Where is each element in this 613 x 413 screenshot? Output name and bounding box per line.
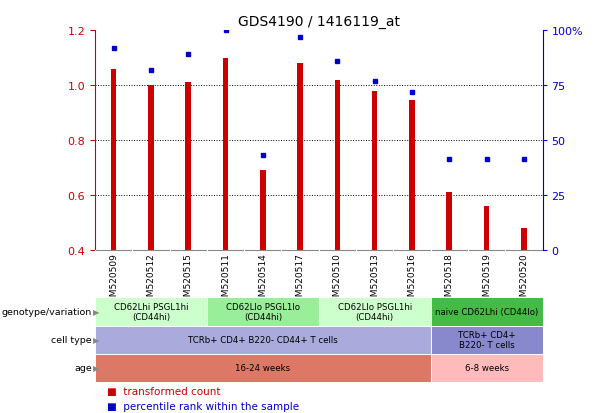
Text: ▶: ▶: [93, 335, 100, 344]
Bar: [95, 326, 430, 354]
Text: TCRb+ CD4+ B220- CD44+ T cells: TCRb+ CD4+ B220- CD44+ T cells: [188, 335, 338, 344]
Text: ▶: ▶: [93, 307, 100, 316]
Text: CD62Llo PSGL1hi
(CD44hi): CD62Llo PSGL1hi (CD44hi): [338, 302, 412, 321]
Text: ■  transformed count: ■ transformed count: [107, 386, 221, 396]
Text: ▶: ▶: [93, 363, 100, 373]
Bar: [111, 69, 116, 250]
Text: age: age: [74, 363, 92, 373]
Bar: [95, 354, 430, 382]
Text: GSM520509: GSM520509: [109, 253, 118, 307]
Text: GSM520520: GSM520520: [519, 253, 528, 307]
Bar: [430, 326, 543, 354]
Bar: [409, 101, 415, 250]
Bar: [446, 193, 452, 250]
Bar: [260, 171, 265, 250]
Text: GSM520518: GSM520518: [445, 253, 454, 307]
Text: ■  percentile rank within the sample: ■ percentile rank within the sample: [107, 401, 299, 411]
Bar: [430, 298, 543, 326]
Bar: [319, 298, 430, 326]
Text: GSM520511: GSM520511: [221, 253, 230, 307]
Bar: [484, 206, 489, 250]
Text: GSM520514: GSM520514: [258, 253, 267, 307]
Bar: [335, 80, 340, 250]
Bar: [186, 83, 191, 250]
Text: CD62Lhi PSGL1hi
(CD44hi): CD62Lhi PSGL1hi (CD44hi): [113, 302, 188, 321]
Text: 16-24 weeks: 16-24 weeks: [235, 363, 291, 373]
Text: GSM520517: GSM520517: [295, 253, 305, 307]
Text: cell type: cell type: [51, 335, 92, 344]
Bar: [372, 91, 378, 250]
Bar: [430, 354, 543, 382]
Text: GSM520510: GSM520510: [333, 253, 342, 307]
Bar: [297, 64, 303, 250]
Text: GSM520519: GSM520519: [482, 253, 491, 307]
Title: GDS4190 / 1416119_at: GDS4190 / 1416119_at: [238, 14, 400, 28]
Text: GSM520515: GSM520515: [184, 253, 192, 307]
Text: genotype/variation: genotype/variation: [2, 307, 92, 316]
Text: CD62Llo PSGL1lo
(CD44hi): CD62Llo PSGL1lo (CD44hi): [226, 302, 300, 321]
Text: TCRb+ CD4+
B220- T cells: TCRb+ CD4+ B220- T cells: [458, 330, 516, 349]
Bar: [148, 86, 154, 250]
Bar: [95, 298, 207, 326]
Text: 6-8 weeks: 6-8 weeks: [465, 363, 509, 373]
Bar: [207, 298, 319, 326]
Text: GSM520512: GSM520512: [147, 253, 156, 307]
Text: GSM520516: GSM520516: [408, 253, 416, 307]
Text: GSM520513: GSM520513: [370, 253, 379, 307]
Bar: [223, 58, 228, 250]
Bar: [521, 228, 527, 250]
Text: naive CD62Lhi (CD44lo): naive CD62Lhi (CD44lo): [435, 307, 538, 316]
